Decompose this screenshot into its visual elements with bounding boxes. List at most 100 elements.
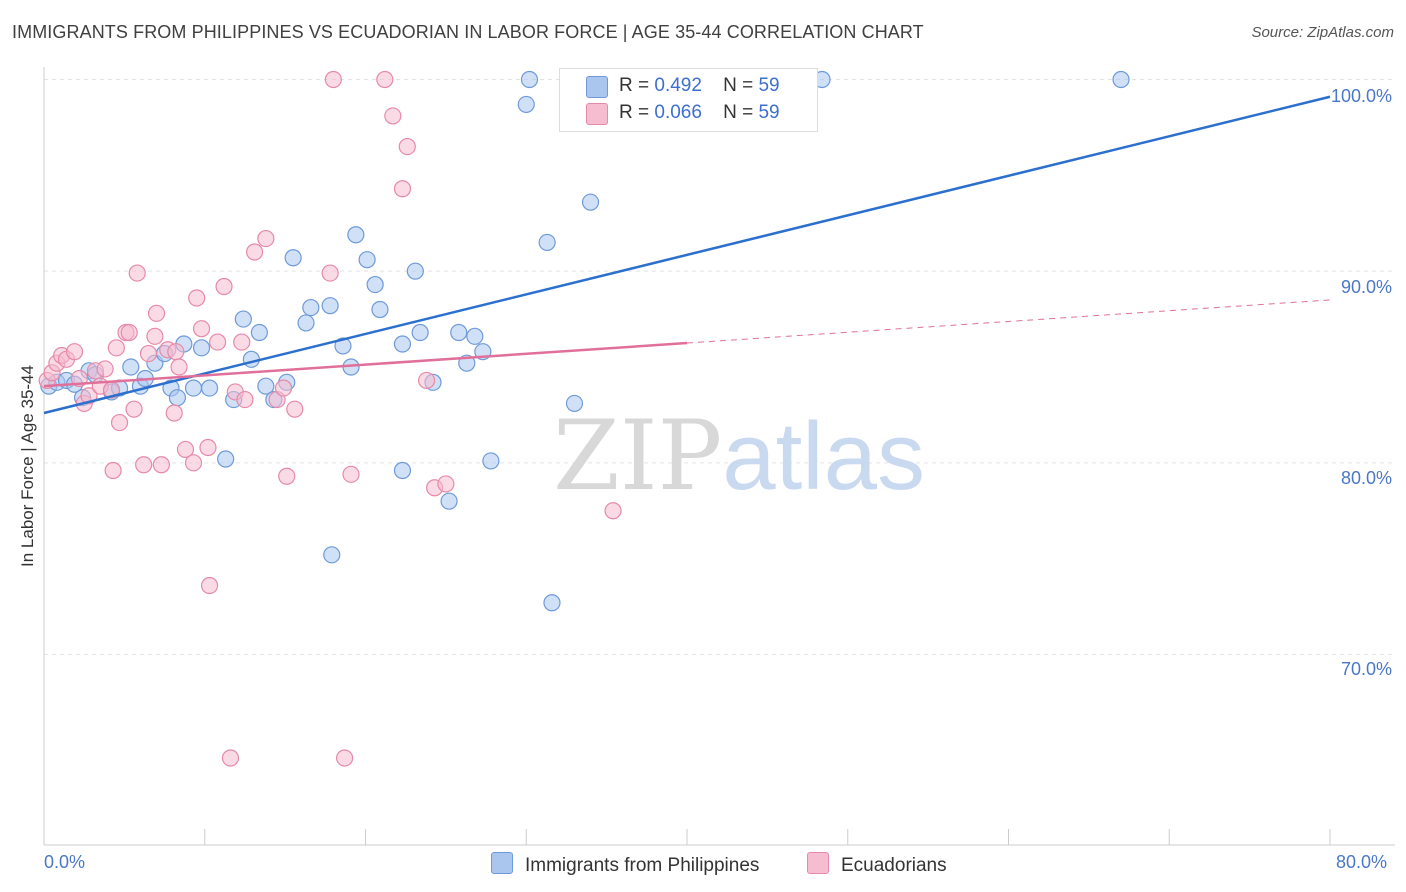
y-tick-label-70: 70.0% bbox=[1340, 659, 1392, 679]
ecuadorian-point bbox=[604, 502, 622, 520]
trend-line-philippines bbox=[43, 95, 1331, 415]
philippines-point bbox=[257, 377, 275, 395]
philippines-point bbox=[358, 251, 376, 269]
bottom-legend-swatch-blue bbox=[491, 852, 513, 874]
philippines-point bbox=[366, 275, 384, 294]
ecuadorian-point bbox=[437, 475, 455, 493]
y-tick-label-90: 90.0% bbox=[1340, 277, 1392, 297]
philippines-point bbox=[440, 492, 458, 510]
ecuadorian-point bbox=[147, 304, 166, 322]
legend-swatch-blue bbox=[586, 76, 608, 98]
ecuadorian-point bbox=[65, 343, 84, 361]
ecuadorian-point bbox=[324, 70, 342, 89]
philippines-point bbox=[393, 335, 412, 353]
philippines-point bbox=[323, 546, 341, 564]
ecuadorian-point bbox=[274, 379, 293, 397]
philippines-point bbox=[184, 379, 203, 397]
philippines-point bbox=[242, 350, 260, 368]
legend-r-label: R = bbox=[619, 75, 650, 96]
ecuadorian-point bbox=[107, 339, 125, 357]
ecuadorian-point bbox=[167, 343, 185, 361]
philippines-point bbox=[347, 226, 365, 244]
philippines-point bbox=[234, 310, 252, 328]
x-tick-label-max: 80.0% bbox=[1336, 852, 1388, 872]
philippines-point bbox=[168, 389, 187, 407]
philippines-point bbox=[520, 70, 539, 89]
philippines-point bbox=[411, 323, 429, 342]
ecuadorian-point bbox=[139, 344, 158, 363]
ecuadorian-point bbox=[200, 576, 219, 595]
bottom-legend-label-ecuadorians: Ecuadorians bbox=[841, 855, 947, 876]
philippines-point bbox=[284, 249, 302, 267]
x-tick-label-min: 0.0% bbox=[44, 852, 86, 872]
ecuadorian-point bbox=[146, 327, 164, 345]
ecuadorian-point bbox=[184, 454, 203, 472]
legend-n-value: 59 bbox=[758, 102, 780, 123]
legend-r-value: 0.066 bbox=[654, 102, 702, 123]
ecuadorian-point bbox=[336, 749, 354, 767]
trend-line-ecuadorians bbox=[43, 341, 688, 388]
source-label: Source: ZipAtlas.com bbox=[1251, 24, 1394, 41]
ecuadorian-point bbox=[152, 456, 170, 474]
watermark-atlas: atlas bbox=[722, 403, 925, 510]
philippines-point bbox=[334, 337, 352, 355]
ecuadorian-point bbox=[104, 461, 122, 480]
ecuadorian-point bbox=[135, 456, 153, 474]
ecuadorian-point bbox=[192, 320, 211, 338]
ecuadorian-point bbox=[257, 229, 275, 248]
ecuadorian-point bbox=[128, 264, 146, 282]
y-axis-label: In Labor Force | Age 35-44 bbox=[18, 365, 37, 567]
ecuadorian-point bbox=[221, 749, 240, 767]
y-tick-label-80: 80.0% bbox=[1340, 468, 1392, 488]
philippines-point bbox=[1112, 70, 1130, 89]
ecuadorian-point bbox=[286, 400, 304, 418]
philippines-point bbox=[543, 594, 561, 612]
legend-n-value: 59 bbox=[758, 75, 780, 96]
ecuadorian-point bbox=[384, 107, 402, 125]
y-tick-label-100: 100.0% bbox=[1330, 86, 1392, 106]
trend-line-ecuadorians-extrapolated bbox=[686, 299, 1331, 344]
ecuadorian-point bbox=[321, 264, 339, 282]
ecuadorian-point bbox=[125, 400, 143, 418]
philippines-point bbox=[482, 452, 500, 470]
philippines-point bbox=[517, 95, 535, 114]
ecuadorian-point bbox=[170, 358, 188, 376]
philippines-point bbox=[466, 327, 484, 345]
ecuadorian-point bbox=[236, 390, 254, 409]
philippines-point bbox=[581, 193, 600, 211]
ecuadorian-point bbox=[417, 371, 436, 390]
philippines-point bbox=[565, 394, 584, 413]
legend-n-label: N = bbox=[723, 75, 754, 96]
ecuadorian-point bbox=[245, 243, 264, 261]
philippines-point bbox=[321, 297, 339, 315]
philippines-point bbox=[217, 450, 235, 468]
philippines-point bbox=[450, 323, 468, 342]
philippines-point bbox=[393, 461, 412, 480]
ecuadorian-point bbox=[215, 277, 233, 296]
philippines-point bbox=[371, 300, 389, 319]
legend-swatch-pink bbox=[586, 103, 608, 125]
ecuadorian-point bbox=[188, 289, 206, 307]
ecuadorian-point bbox=[120, 323, 138, 342]
legend-r-value: 0.492 bbox=[654, 75, 702, 96]
ecuadorian-point bbox=[233, 333, 251, 351]
philippines-point bbox=[297, 314, 315, 332]
ecuadorian-point bbox=[176, 440, 195, 459]
ecuadorian-point bbox=[393, 180, 412, 198]
chart-title: IMMIGRANTS FROM PHILIPPINES VS ECUADORIA… bbox=[12, 22, 924, 42]
stats-legend: R = 0.492 N = 59 R = 0.066 N = 59 bbox=[559, 68, 818, 132]
watermark: ZIPatlas bbox=[553, 400, 925, 512]
ecuadorian-point bbox=[199, 438, 217, 457]
philippines-point bbox=[250, 323, 269, 342]
philippines-point bbox=[302, 298, 320, 317]
ecuadorian-point bbox=[96, 360, 114, 378]
legend-n-label: N = bbox=[723, 102, 754, 123]
bottom-legend-swatch-pink bbox=[807, 852, 829, 874]
watermark-zip: ZIP bbox=[553, 400, 723, 512]
ecuadorian-point bbox=[209, 333, 227, 351]
philippines-point bbox=[122, 358, 140, 376]
philippines-point bbox=[192, 339, 211, 357]
ecuadorian-point bbox=[376, 70, 394, 89]
bottom-legend-ecuadorians: Ecuadorians bbox=[807, 852, 947, 877]
